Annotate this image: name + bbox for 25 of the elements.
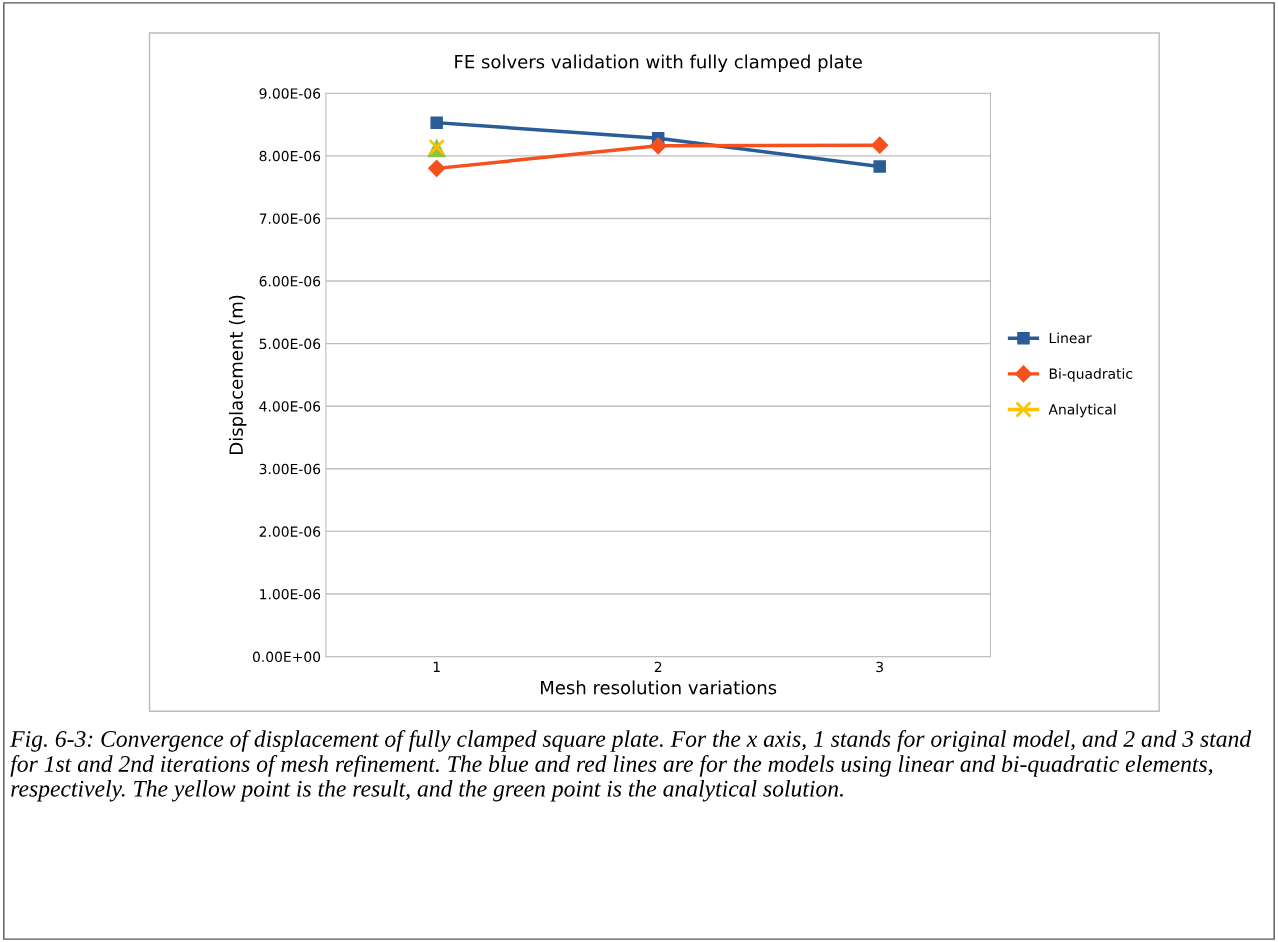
x-tick-label: 2 [654,661,662,672]
y-tick-label: 7.00E-06 [259,213,321,224]
y-tick-label: 1.00E-06 [260,588,321,600]
y-tick-label: 3.00E-06 [259,463,321,475]
y-tick-label: 9.00E-06 [259,88,321,99]
point [871,136,889,154]
legend-label: Linear [1049,332,1092,344]
caption: Fig. 6-3: Convergence of displacement of fully clamped square plate. For the x axis, 1 stands for original model, and 2 and 3 stand for 1st and 2nd iterations of mesh refinement. The blue and red lines are for the models using linear and bi-quadratic elements, respectively. The yellow point is the result, and the green point is the analytical solution. [10,730,1252,802]
x-tick-label: 1 [433,661,440,672]
y-tick-label: 8.00E-06 [259,150,321,162]
point [430,116,443,129]
x-axis-title: Mesh resolution variations [541,680,777,695]
point [873,160,886,173]
y-tick-label: 4.00E-06 [259,401,321,412]
y-axis-title: Displacement (m) [228,295,247,454]
y-tick-label: 6.00E-06 [259,276,321,287]
x-tick-label: 3 [876,661,883,673]
chart-title: FE solvers validation with fully clamped plate [455,54,862,73]
y-tick-label: 0.00E+00 [252,651,321,663]
legend-label: Bi-quadratic [1049,368,1133,382]
y-tick-label: 5.00E-06 [259,338,321,350]
legend-label: Analytical [1048,403,1116,418]
point [649,137,667,155]
y-tick-label: 2.00E-06 [259,526,321,537]
point [428,159,446,177]
